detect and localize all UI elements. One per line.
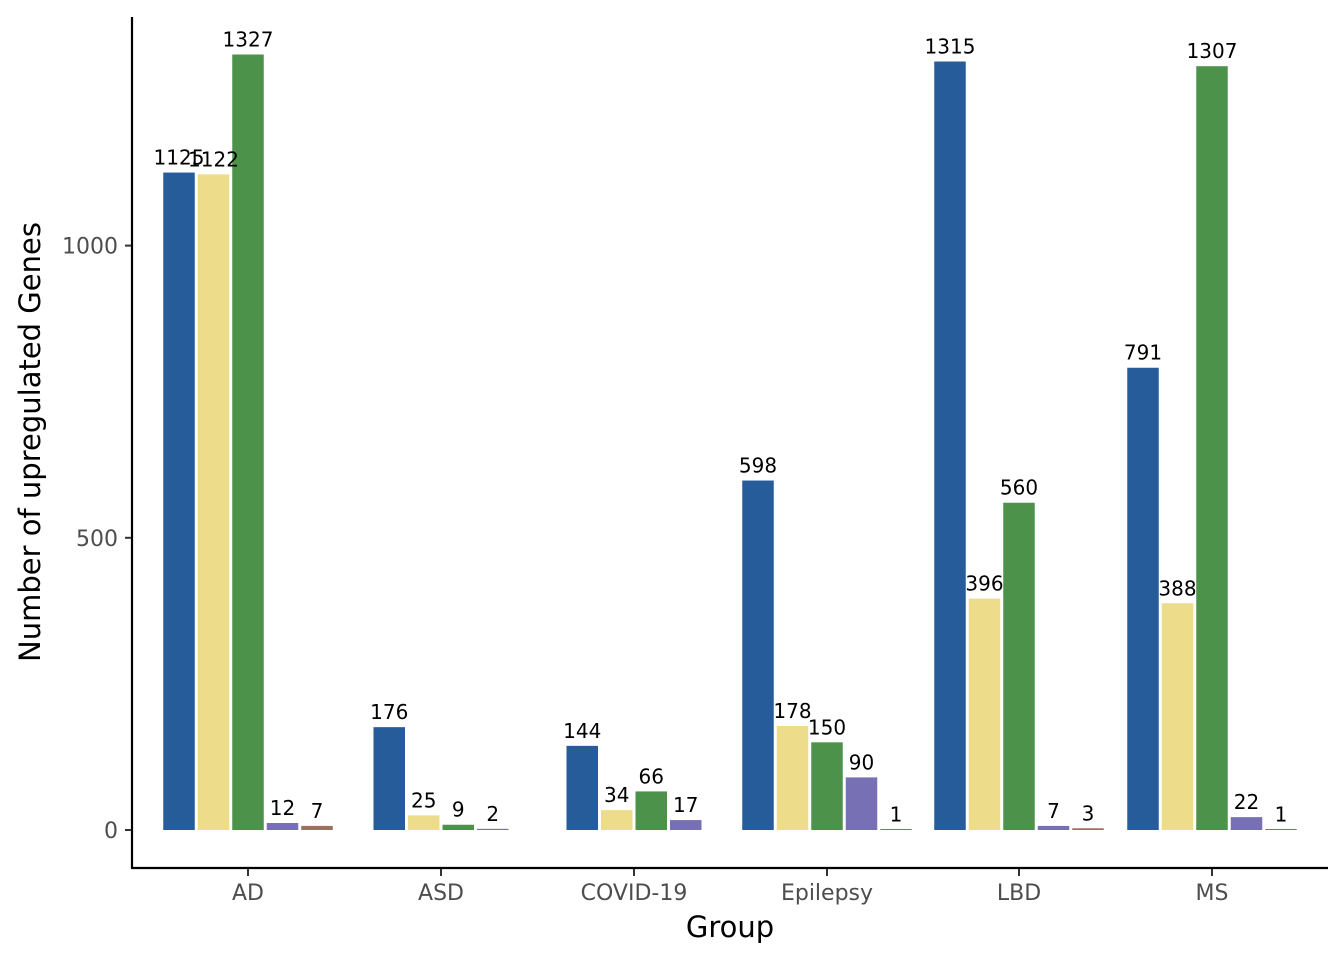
x-tick-label: COVID-19 bbox=[581, 881, 688, 906]
bar-epilepsy-2 bbox=[776, 725, 809, 830]
bar-asd-1 bbox=[373, 727, 405, 830]
data-label-lbd-3: 560 bbox=[1000, 476, 1038, 500]
data-label-ms-5: 1 bbox=[1275, 802, 1288, 826]
data-label-lbd-1: 1315 bbox=[925, 35, 976, 59]
bar-ms-3 bbox=[1196, 66, 1228, 830]
data-label-epilepsy-1: 598 bbox=[739, 454, 777, 478]
bar-ms-2 bbox=[1161, 603, 1194, 830]
data-label-asd-2: 25 bbox=[411, 788, 436, 812]
data-label-ms-3: 1307 bbox=[1187, 39, 1238, 63]
bar-lbd-1 bbox=[934, 61, 966, 830]
data-label-epilepsy-5: 1 bbox=[890, 802, 903, 826]
y-tick-label: 500 bbox=[76, 527, 118, 552]
bar-epilepsy-5 bbox=[880, 829, 912, 830]
bar-ad-2 bbox=[197, 174, 230, 831]
data-label-asd-1: 176 bbox=[370, 700, 408, 724]
data-label-ad-5: 7 bbox=[311, 799, 324, 823]
data-label-ad-1: 1125 bbox=[154, 146, 205, 170]
bar-ad-1 bbox=[163, 172, 195, 831]
data-label-ad-4: 12 bbox=[270, 796, 295, 820]
data-label-asd-4: 2 bbox=[486, 802, 499, 826]
bar-covid-19-3 bbox=[635, 791, 667, 830]
bar-covid-19-4 bbox=[670, 820, 702, 830]
x-tick-label: MS bbox=[1196, 881, 1229, 906]
data-label-asd-3: 9 bbox=[452, 798, 465, 822]
bar-covid-19-1 bbox=[566, 745, 598, 830]
data-label-covid-19-2: 34 bbox=[604, 783, 629, 807]
y-axis-title: Number of upregulated Genes bbox=[13, 222, 47, 662]
data-label-lbd-2: 396 bbox=[965, 572, 1003, 596]
bar-ad-4 bbox=[266, 822, 299, 830]
bar-ms-5 bbox=[1265, 829, 1297, 830]
x-tick-label: AD bbox=[232, 881, 264, 906]
data-label-ad-3: 1327 bbox=[223, 28, 274, 52]
bar-lbd-3 bbox=[1003, 502, 1035, 830]
data-label-epilepsy-2: 178 bbox=[773, 699, 811, 723]
y-tick-label: 0 bbox=[104, 819, 118, 844]
bars-layer bbox=[163, 54, 1297, 831]
data-label-lbd-4: 7 bbox=[1047, 799, 1060, 823]
bar-epilepsy-1 bbox=[742, 480, 774, 830]
data-label-epilepsy-3: 150 bbox=[808, 715, 846, 739]
bar-ad-5 bbox=[301, 825, 333, 830]
x-tick-label: Epilepsy bbox=[781, 881, 873, 906]
bar-lbd-2 bbox=[968, 598, 1001, 830]
y-tick-label: 1000 bbox=[62, 235, 118, 260]
data-label-ms-1: 791 bbox=[1124, 341, 1162, 365]
bar-epilepsy-4 bbox=[845, 777, 878, 830]
data-label-covid-19-1: 144 bbox=[563, 719, 601, 743]
bar-asd-3 bbox=[442, 824, 474, 830]
data-label-covid-19-4: 17 bbox=[673, 793, 698, 817]
bar-asd-4 bbox=[477, 828, 509, 830]
data-label-ad-2: 1122 bbox=[188, 147, 239, 171]
bar-ms-4 bbox=[1230, 817, 1263, 830]
bar-epilepsy-3 bbox=[811, 742, 843, 830]
x-tick-label: LBD bbox=[997, 881, 1041, 906]
ticks-layer: AD ASD COVID-19 Epilepsy LBD MS 0 500 1000 bbox=[62, 235, 1228, 906]
bar-lbd-4 bbox=[1037, 825, 1070, 830]
data-label-epilepsy-4: 90 bbox=[849, 750, 874, 774]
data-label-ms-4: 22 bbox=[1234, 790, 1259, 814]
data-label-covid-19-3: 66 bbox=[639, 764, 664, 788]
x-axis-title: Group bbox=[686, 910, 774, 944]
bar-ad-3 bbox=[232, 54, 264, 830]
bar-ms-1 bbox=[1127, 367, 1159, 830]
bar-lbd-5 bbox=[1072, 828, 1104, 830]
bar-covid-19-2 bbox=[601, 810, 633, 830]
x-tick-label: ASD bbox=[418, 881, 464, 906]
data-label-lbd-5: 3 bbox=[1082, 801, 1095, 825]
axes-layer bbox=[130, 17, 1328, 870]
bar-asd-2 bbox=[408, 815, 440, 830]
data-label-ms-2: 388 bbox=[1158, 576, 1196, 600]
